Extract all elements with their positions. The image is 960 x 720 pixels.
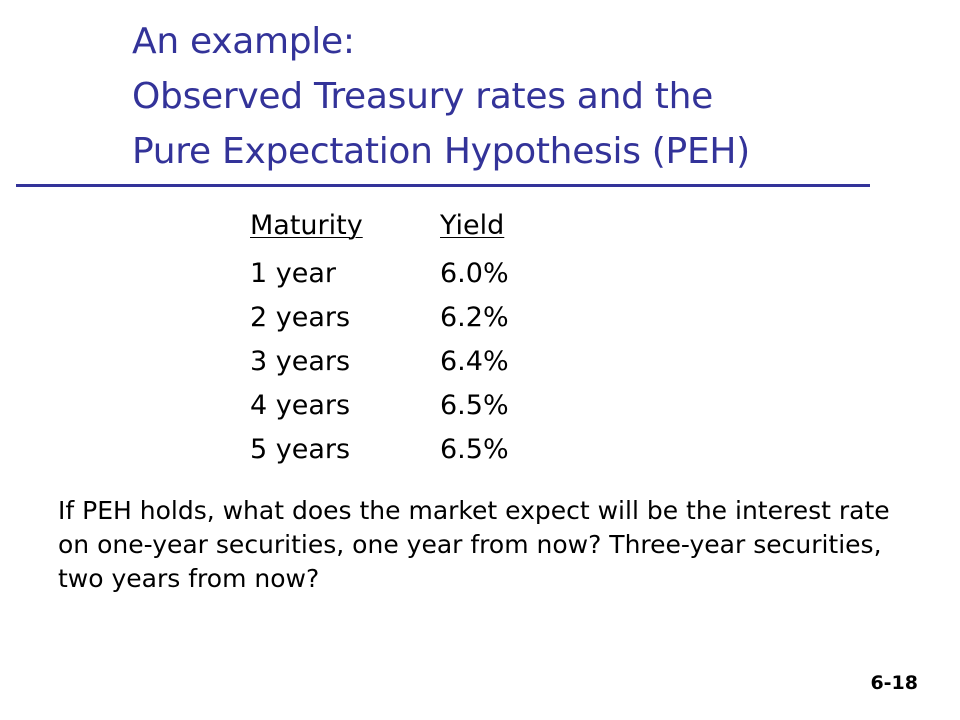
title-line: Pure Expectation Hypothesis (PEH) [132,131,750,172]
question-text: If PEH holds, what does the market expec… [58,496,890,593]
header-yield: Yield [440,210,505,241]
table-row: 5 years 6.5% [250,428,560,472]
table-header-row: Maturity Yield [250,204,560,248]
title-divider [16,184,870,187]
yield-cell: 6.2% [440,302,509,333]
yield-cell: 6.5% [440,390,509,421]
table-row: 2 years 6.2% [250,296,560,340]
maturity-cell: 4 years [250,390,351,421]
slide-title: An example: Observed Treasury rates and … [132,14,942,179]
table-row: 4 years 6.5% [250,384,560,428]
title-line: Observed Treasury rates and the [132,76,713,117]
maturity-cell: 1 year [250,258,336,289]
table-body: 1 year 6.0% 2 years 6.2% 3 years 6.4% 4 … [250,252,560,472]
title-line: An example: [132,21,355,62]
maturity-cell: 5 years [250,434,351,465]
yield-table: Maturity Yield 1 year 6.0% 2 years 6.2% … [250,204,560,472]
slide-number: 6-18 [870,672,918,694]
table-row: 1 year 6.0% [250,252,560,296]
table-row: 3 years 6.4% [250,340,560,384]
yield-cell: 6.5% [440,434,509,465]
yield-cell: 6.0% [440,258,509,289]
header-maturity: Maturity [250,210,363,241]
maturity-cell: 2 years [250,302,351,333]
yield-cell: 6.4% [440,346,509,377]
maturity-cell: 3 years [250,346,351,377]
